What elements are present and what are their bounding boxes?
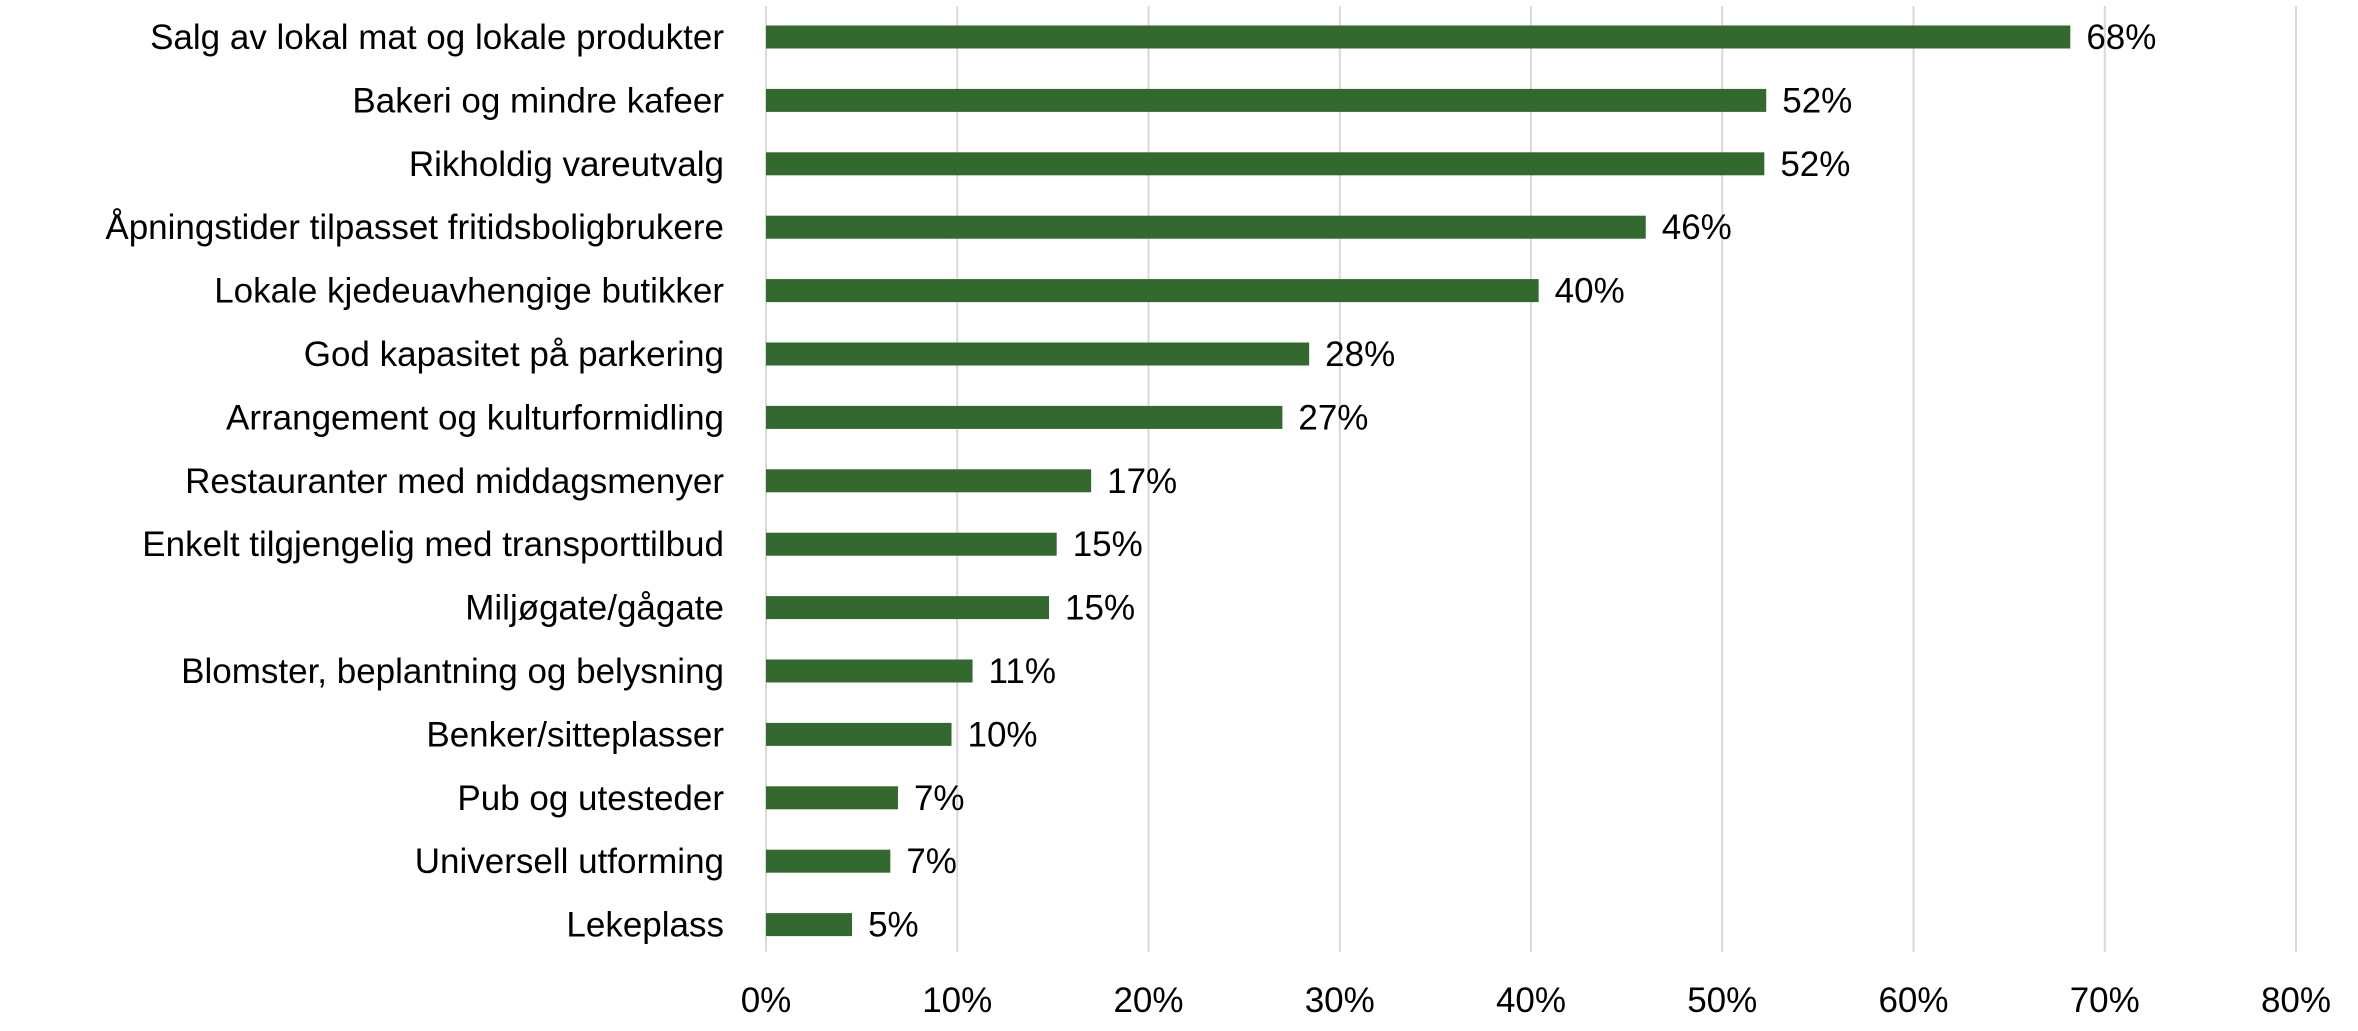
bar — [766, 405, 1283, 429]
bar — [766, 659, 973, 683]
x-tick-label: 0% — [741, 981, 792, 1020]
x-tick-label: 80% — [2261, 981, 2331, 1020]
category-label: Universell utforming — [415, 842, 724, 881]
data-labels: 68%52%52%46%40%28%27%17%15%15%11%10%7%7%… — [868, 18, 2156, 945]
data-label: 15% — [1065, 589, 1135, 628]
category-label: Åpningstider tilpasset fritidsboligbruke… — [105, 208, 724, 247]
category-label: Pub og utesteder — [457, 779, 724, 818]
data-label: 17% — [1107, 462, 1177, 501]
category-label: Bakeri og mindre kafeer — [352, 81, 724, 120]
bar — [766, 469, 1092, 493]
data-label: 46% — [1662, 208, 1732, 247]
data-label: 15% — [1073, 525, 1143, 564]
bar — [766, 786, 898, 810]
category-label: Lekeplass — [566, 906, 724, 945]
data-label: 5% — [868, 906, 919, 945]
data-label: 28% — [1325, 335, 1395, 374]
category-label: Enkelt tilgjengelig med transporttilbud — [142, 525, 724, 564]
category-label: Restauranter med middagsmenyer — [185, 462, 724, 501]
data-label: 11% — [989, 652, 1056, 691]
category-label: Benker/sitteplasser — [426, 715, 724, 754]
category-label: Miljøgate/gågate — [465, 589, 724, 628]
data-label: 40% — [1555, 272, 1625, 311]
category-label: Salg av lokal mat og lokale produkter — [150, 18, 724, 57]
bars — [766, 25, 2071, 937]
data-label: 10% — [968, 715, 1038, 754]
x-tick-label: 10% — [922, 981, 992, 1020]
bar — [766, 88, 1767, 112]
x-tick-label: 40% — [1496, 981, 1566, 1020]
category-label: Arrangement og kulturformidling — [226, 398, 724, 437]
x-tick-label: 70% — [2070, 981, 2140, 1020]
category-label: Lokale kjedeuavhengige butikker — [214, 272, 724, 311]
bar — [766, 913, 853, 937]
x-tick-label: 50% — [1687, 981, 1757, 1020]
bar — [766, 215, 1646, 239]
category-label: Blomster, beplantning og belysning — [181, 652, 724, 691]
data-label: 27% — [1298, 398, 1368, 437]
category-label: God kapasitet på parkering — [304, 335, 724, 374]
bar — [766, 596, 1050, 620]
data-label: 52% — [1780, 145, 1850, 184]
x-tick-label: 30% — [1305, 981, 1375, 1020]
bar — [766, 532, 1057, 556]
bar — [766, 342, 1310, 366]
bar — [766, 152, 1765, 176]
bar — [766, 849, 891, 873]
x-axis-ticks: 0% 10% 20% 30% 40% 50% 60% 70% 80% — [741, 981, 2331, 1020]
bar — [766, 279, 1539, 303]
data-label: 52% — [1782, 81, 1852, 120]
data-label: 7% — [914, 779, 965, 818]
x-tick-label: 20% — [1113, 981, 1183, 1020]
category-labels: Salg av lokal mat og lokale produkter Bak… — [105, 18, 724, 945]
bar — [766, 25, 2071, 49]
x-tick-label: 60% — [1878, 981, 1948, 1020]
data-label: 7% — [906, 842, 957, 881]
bar — [766, 722, 952, 746]
data-label: 68% — [2086, 18, 2156, 57]
category-label: Rikholdig vareutvalg — [409, 145, 724, 184]
